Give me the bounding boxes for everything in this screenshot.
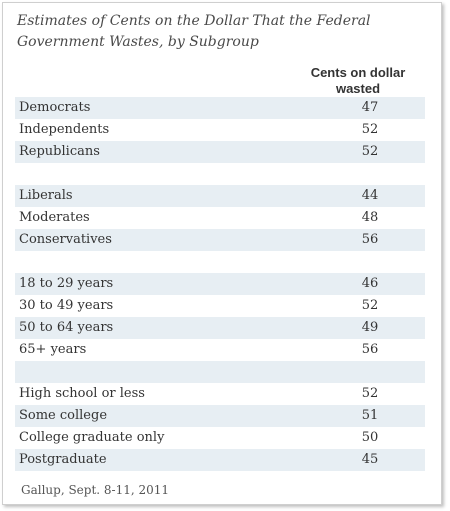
row-label: 65+ years: [19, 342, 87, 357]
row-label: Conservatives: [19, 232, 112, 247]
row-value: 56: [361, 342, 379, 357]
table-row: Postgraduate 45: [15, 449, 425, 471]
row-label: College graduate only: [19, 430, 165, 445]
row-label: High school or less: [19, 386, 145, 401]
table-row: College graduate only 50: [15, 427, 425, 449]
row-value: 48: [361, 210, 379, 225]
row-label: Postgraduate: [19, 452, 107, 467]
row-label: Independents: [19, 122, 110, 137]
table-row: 50 to 64 years 49: [15, 317, 425, 339]
table-frame: Estimates of Cents on the Dollar That th…: [2, 2, 442, 505]
table-row: Conservatives 56: [15, 229, 425, 251]
row-label: Liberals: [19, 188, 73, 203]
row-value: 52: [361, 386, 379, 401]
row-label: Democrats: [19, 100, 91, 115]
row-label: 18 to 29 years: [19, 276, 114, 291]
row-label: Some college: [19, 408, 108, 423]
row-value: 50: [361, 430, 379, 445]
chart-title: Estimates of Cents on the Dollar That th…: [17, 13, 371, 50]
row-label: Republicans: [19, 144, 100, 159]
group-separator: [15, 251, 425, 273]
table-row: Liberals 44: [15, 185, 425, 207]
row-value: 47: [361, 100, 379, 115]
table-row: 30 to 49 years 52: [15, 295, 425, 317]
table-row: 65+ years 56: [15, 339, 425, 361]
table-row: Some college 51: [15, 405, 425, 427]
row-label: 30 to 49 years: [19, 298, 114, 313]
table-row: Republicans 52: [15, 141, 425, 163]
row-label: Moderates: [19, 210, 90, 225]
source-note: Gallup, Sept. 8-11, 2011: [21, 483, 170, 497]
row-value: 51: [361, 408, 379, 423]
group-separator: [15, 361, 425, 383]
table-row: Democrats 47: [15, 97, 425, 119]
group-separator: [15, 163, 425, 185]
row-value: 52: [361, 122, 379, 137]
row-value: 44: [361, 188, 379, 203]
column-header: Cents on dollar wasted: [310, 65, 406, 96]
row-value: 45: [361, 452, 379, 467]
table-row: High school or less 52: [15, 383, 425, 405]
row-value: 49: [361, 320, 379, 335]
table-row: Independents 52: [15, 119, 425, 141]
table-row: 18 to 29 years 46: [15, 273, 425, 295]
row-value: 52: [361, 298, 379, 313]
row-value: 52: [361, 144, 379, 159]
row-value: 46: [361, 276, 379, 291]
row-value: 56: [361, 232, 379, 247]
row-label: 50 to 64 years: [19, 320, 114, 335]
table-row: Moderates 48: [15, 207, 425, 229]
